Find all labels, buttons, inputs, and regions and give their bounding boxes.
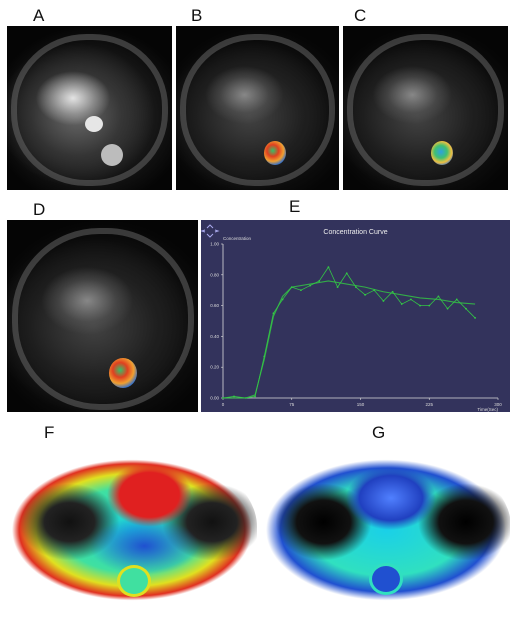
pan-icon: [201, 224, 220, 238]
mri-image-a: [7, 26, 172, 190]
data-point: [309, 284, 311, 287]
data-point: [419, 304, 421, 307]
data-point: [410, 298, 412, 301]
panel-label-a: A: [33, 6, 45, 25]
data-point: [336, 286, 339, 289]
data-point: [474, 317, 476, 319]
data-point: [364, 293, 366, 296]
data-point: [254, 395, 256, 398]
y-tick-label: 0.40: [210, 334, 219, 339]
series-line-0: [222, 266, 476, 399]
roi-overlay-b: [264, 141, 286, 165]
data-point: [318, 280, 321, 282]
roi-overlay-c: [431, 141, 453, 165]
panel-label-g: G: [372, 423, 386, 442]
data-point: [437, 295, 440, 298]
data-point: [455, 298, 458, 301]
x-axis-label: Time(Sec): [477, 407, 498, 412]
data-point: [272, 312, 275, 315]
y-tick-label: 0.80: [210, 272, 219, 277]
panel-label-e: E: [289, 197, 301, 216]
concentration-chart: Concentration Curve Concentration Time(Sec…: [201, 220, 510, 412]
vertebra-spot: [101, 144, 123, 166]
spine-f: [117, 565, 151, 597]
chart-svg: Concentration Curve Concentration Time(Sec…: [201, 224, 502, 412]
y-tick-label: 0.60: [210, 303, 219, 308]
data-point: [327, 266, 330, 268]
series-line-1: [223, 280, 476, 399]
data-point: [300, 289, 302, 292]
panel-label-f: F: [44, 423, 55, 442]
y-tick-label: 0.20: [210, 365, 219, 370]
panel-label-b: B: [191, 6, 203, 25]
x-tick-label: 0: [222, 402, 225, 407]
perfusion-map-g: [259, 445, 510, 615]
x-tick-label: 225: [425, 402, 433, 407]
y-tick-label: 0.00: [210, 396, 219, 401]
y-axis-label: Concentration: [223, 236, 252, 241]
vessel-spot: [85, 116, 103, 132]
data-point: [233, 395, 235, 398]
data-point: [465, 307, 467, 310]
mri-image-b: [176, 26, 339, 190]
data-point: [382, 300, 385, 302]
data-point: [391, 290, 394, 293]
x-tick-label: 300: [494, 402, 502, 407]
spine-g: [369, 563, 403, 595]
x-tick-label: 75: [289, 402, 295, 407]
panel-label-d: D: [33, 200, 46, 219]
mri-image-c: [343, 26, 508, 190]
data-point: [400, 303, 403, 305]
data-point: [345, 272, 348, 275]
chart-title: Concentration Curve: [323, 229, 387, 236]
roi-overlay-d: [109, 358, 137, 388]
y-tick-label: 1.00: [210, 242, 219, 247]
perfusion-map-f: [5, 445, 258, 615]
x-tick-label: 150: [357, 402, 365, 407]
data-point: [281, 298, 284, 301]
data-point: [446, 307, 449, 310]
panel-label-c: C: [354, 6, 367, 25]
data-point: [428, 304, 431, 307]
data-point: [355, 286, 357, 289]
mri-image-d: [7, 220, 198, 412]
